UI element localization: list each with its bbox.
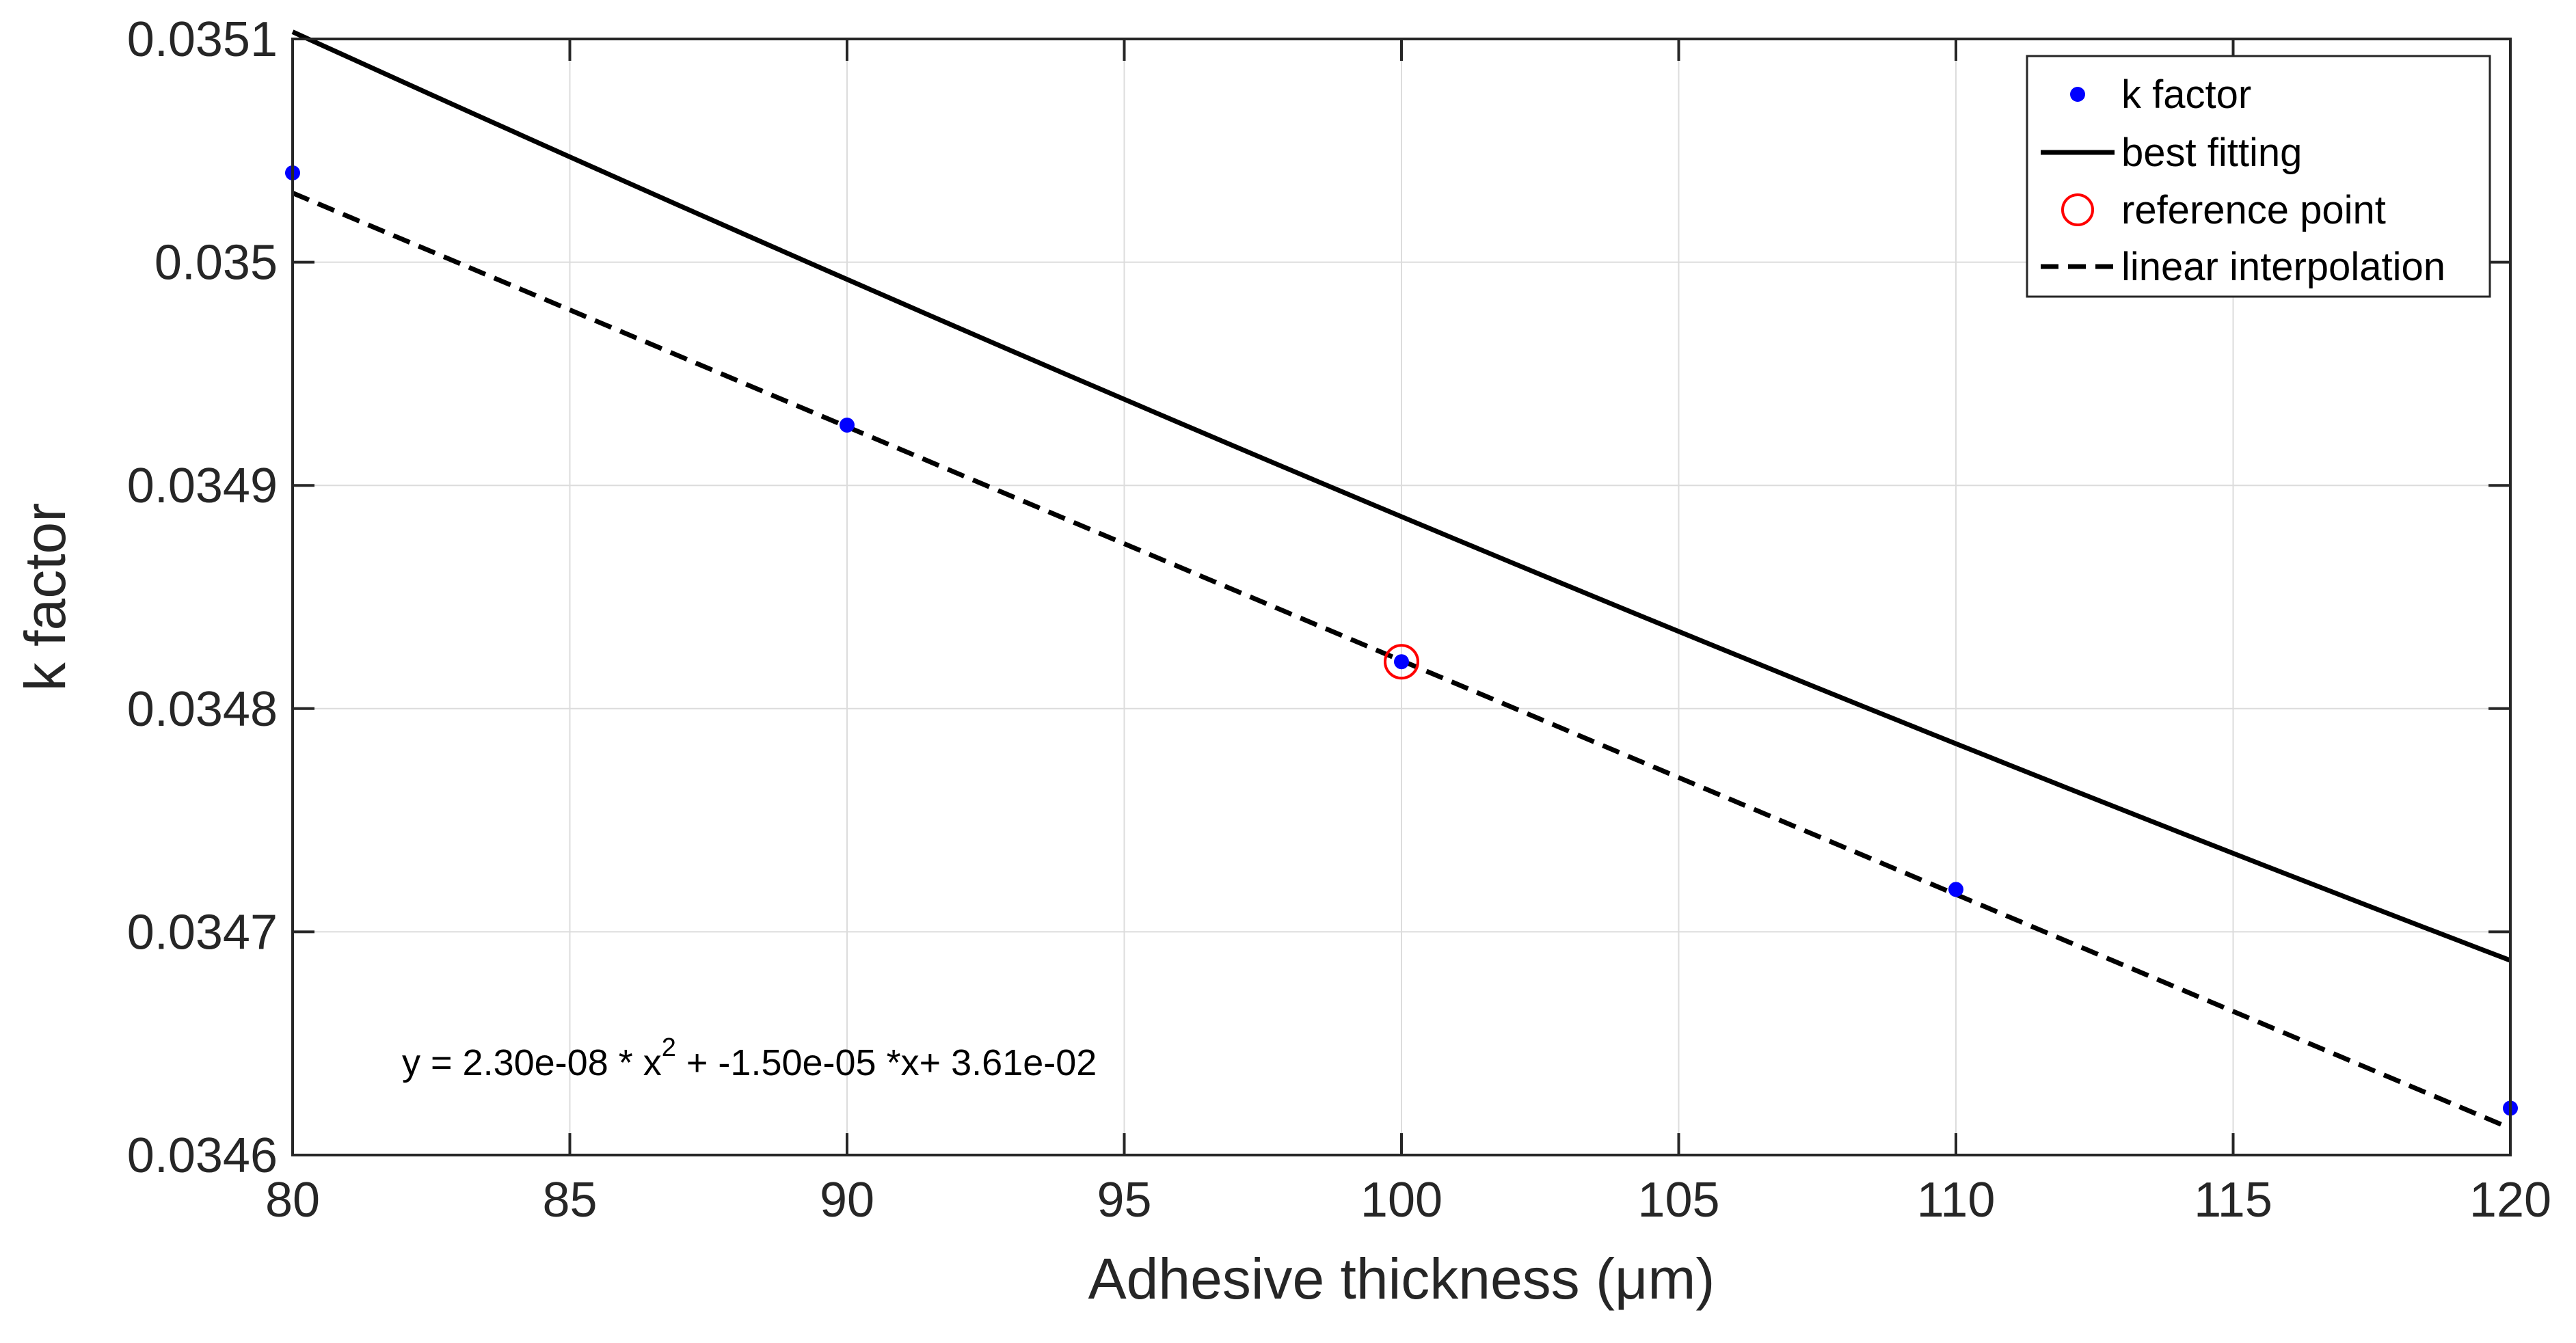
x-tick-label: 120 [2469,1173,2551,1227]
x-tick-label: 105 [1637,1173,1719,1227]
y-tick-label: 0.0351 [127,12,278,67]
x-axis-label: Adhesive thickness (μm) [1088,1247,1715,1311]
legend-box [2026,55,2491,298]
fit-equation-tail: + -1.50e-05 *x+ 3.61e-02 [676,1042,1097,1083]
fit-equation-main: y = 2.30e-08 * x [402,1042,662,1083]
y-axis-label: k factor [13,503,77,691]
y-tick-label: 0.0349 [127,459,278,513]
y-tick-label: 0.0347 [127,905,278,960]
x-tick-label: 115 [2194,1173,2272,1227]
legend-k-factor-symbol [2070,87,2085,102]
x-tick-label: 95 [1097,1173,1151,1227]
x-tick-label: 80 [265,1173,320,1227]
legend-k-factor-label: k factor [2121,72,2251,117]
axis-labels: Adhesive thickness (μm) k factor [13,503,1715,1311]
k-factor-point [1394,654,1409,670]
y-tick-label: 0.0348 [127,682,278,737]
fit-equation-exponent: 2 [662,1033,676,1062]
fit-equation-text: y = 2.30e-08 * x2 + -1.50e-05 *x+ 3.61e-… [402,1033,1097,1083]
legend: k factor best fitting reference point linea… [2026,55,2491,298]
x-tick-label: 85 [542,1173,597,1227]
ticks-layer: 80 85 90 95 100 105 110 115 120 0.0346 0.0347 0.034… [127,12,2551,1227]
legend-reference-point-symbol [2061,193,2094,226]
reference-point-marker [1384,644,1419,680]
y-tick-label: 0.035 [155,236,278,290]
x-tick-label: 100 [1360,1173,1443,1227]
x-tick-label: 110 [1917,1173,1996,1227]
best-fitting-line [291,29,2512,963]
k-factor-point [840,418,855,433]
legend-linear-interpolation-label: linear interpolation [2121,245,2445,289]
x-tick-label: 90 [820,1173,874,1227]
y-tick-label: 0.0346 [127,1128,278,1183]
legend-reference-point-label: reference point [2121,188,2386,232]
annotation: y = 2.30e-08 * x2 + -1.50e-05 *x+ 3.61e-… [402,1033,1097,1083]
legend-best-fitting-label: best fitting [2121,131,2302,175]
k-factor-point [1948,882,1963,897]
